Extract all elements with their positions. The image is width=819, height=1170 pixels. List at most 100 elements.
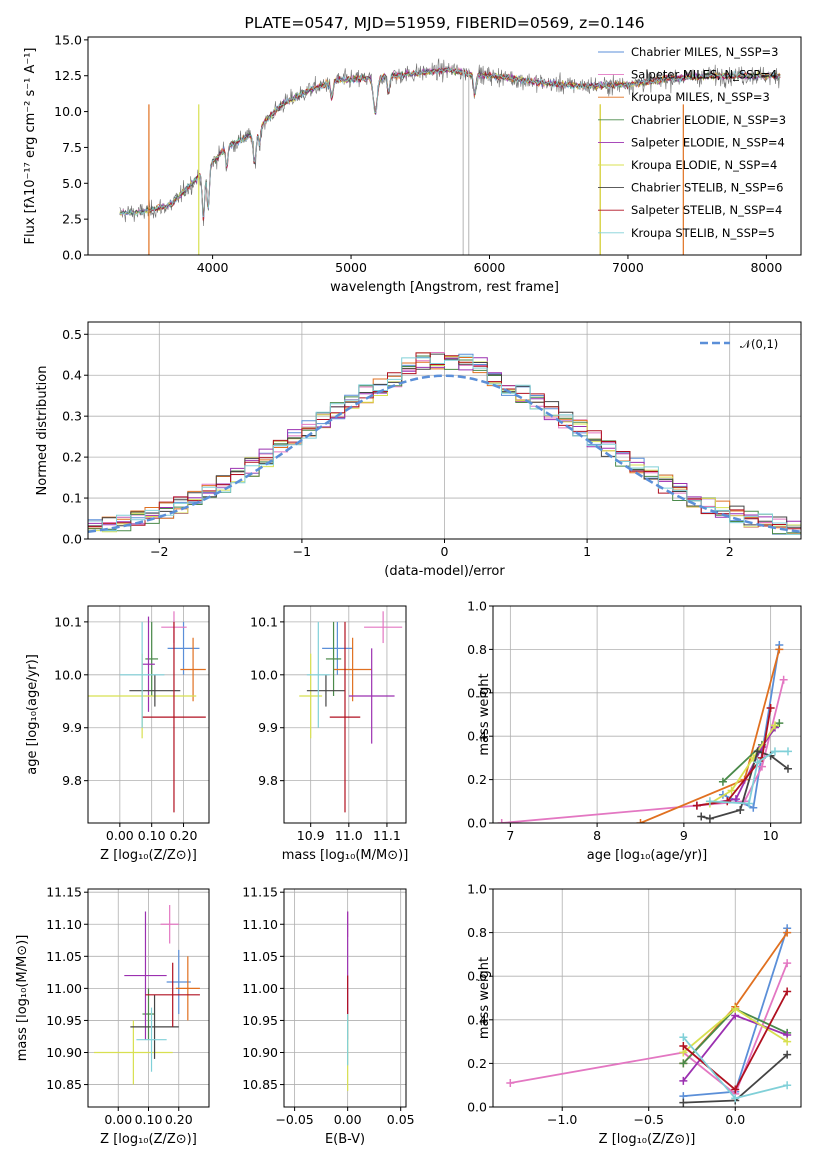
x-axis-label: Z [log₁₀(Z/Z⊙)] [599,1132,696,1147]
chart-massweight_vs_age: 7 8 9 10 0.0 0.2 0.4 0.6 0.8 1.0 age [log₁₀(age/yr… [467,599,802,863]
weight-marker-chabrier_stelib [736,805,745,814]
legend-entry-chabrier_miles: Chabrier MILES, N_SSP=3 [631,45,778,59]
y-tick-label: 0.5 [62,327,82,342]
weight-marker-chabrier_stelib [783,764,792,773]
x-tick-label: 7000 [612,260,644,275]
y-tick-label: 0.8 [467,642,487,657]
weight-marker-salpeter_miles [497,819,506,823]
x-axis-label: Z [log₁₀(Z/Z⊙)] [100,848,197,863]
y-tick-label: 0.6 [467,969,487,984]
plot-area-age_vs_Z [88,611,206,813]
x-tick-label: 6000 [474,260,506,275]
plot-area-massweight_vs_age [497,641,792,823]
x-tick-label: 0 [441,544,449,559]
axes-frame [492,888,802,1108]
y-tick-label: 0.0 [62,532,82,547]
plot-area-massweight_vs_Z [506,924,792,1107]
y-tick-label: 0.3 [62,409,82,424]
y-tick-label: 0.1 [62,491,82,506]
legend-entry-chabrier_stelib: Chabrier STELIB, N_SSP=6 [631,181,783,195]
y-tick-label: 11.10 [46,917,82,932]
x-axis-label: (data-model)/error [384,564,505,579]
x-tick-label: 0.10 [138,828,166,843]
x-tick-label: 0.20 [170,828,198,843]
y-tick-label: 10.1 [250,614,278,629]
y-tick-label: 7.5 [62,140,82,155]
y-tick-label: 0.6 [467,685,487,700]
x-tick-label: 10 [763,828,779,843]
chart-age_vs_Z: 0.00 0.10 0.20 9.8 9.9 10.0 10.1 Z [log₁₀(Z/Z⊙)… [25,605,210,863]
y-tick-label: 10.0 [54,667,82,682]
weight-marker-salpeter_stelib [731,1085,740,1094]
x-axis-label: Z [log₁₀(Z/Z⊙)] [100,1132,197,1147]
x-tick-label: −0.5 [634,1112,664,1127]
y-axis-label: mass weight [477,673,492,755]
axes-frame [87,605,210,824]
weight-marker-chabrier_stelib [783,1050,792,1059]
axes-frame [492,605,802,824]
x-tick-label: 7 [506,828,514,843]
x-tick-label: −1.0 [547,1112,577,1127]
x-tick-label: 11.0 [335,828,363,843]
y-axis-label: mass [log₁₀(M/M⊙)] [15,935,30,1062]
y-tick-label: 9.9 [258,720,278,735]
normal-curve [88,374,801,534]
y-tick-label: 0.4 [62,368,82,383]
y-tick-label: 10.90 [46,1045,82,1060]
plot-area-residual_hist [88,352,801,539]
weight-marker-salpeter_miles [506,1079,515,1088]
y-tick-label: 11.00 [242,981,278,996]
chart-spectrum: 4000 5000 6000 7000 8000 0.0 2.5 5.0 7.5 10.0 12.5… [23,14,802,295]
y-tick-label: 11.05 [242,949,278,964]
weight-marker-salpeter_miles [757,762,766,771]
plot-area-age_vs_mass [299,611,403,813]
chart-massweight_vs_Z: −1.0 −0.5 0.0 0.0 0.2 0.4 0.6 0.8 1.0 Z [log₁₀(Z/… [467,882,802,1147]
weight-marker-kroupa_elodie [783,1037,792,1046]
y-tick-label: 0.0 [467,1100,487,1115]
y-tick-label: 10.95 [242,1013,278,1028]
x-tick-label: 10.9 [297,828,325,843]
y-axis-label: Flux [fλ10⁻¹⁷ erg cm⁻² s⁻¹ A⁻¹] [23,48,38,245]
legend-entry-chabrier_elodie: Chabrier ELODIE, N_SSP=3 [631,113,786,127]
y-tick-label: 9.8 [258,773,278,788]
weight-marker-chabrier_stelib [753,747,762,756]
y-tick-label: 0.4 [467,729,487,744]
y-tick-label: 15.0 [54,32,82,47]
y-tick-label: 10.1 [54,614,82,629]
legend-entry-kroupa_elodie: Kroupa ELODIE, N_SSP=4 [631,158,777,172]
histogram-kroupa_stelib [88,355,801,539]
x-tick-label: 8 [593,828,601,843]
weight-line-salpeter_stelib [696,707,772,807]
y-tick-label: 1.0 [467,882,487,897]
weight-marker-kroupa_elodie [770,721,779,730]
y-tick-label: 0.2 [467,1056,487,1071]
plot-area-mass_vs_Z [94,905,200,1085]
y-tick-label: 10.85 [46,1077,82,1092]
legend-entry-normal: 𝒩(0,1) [740,337,778,351]
chart-residual_hist: −2 −1 0 1 2 0.0 0.1 0.2 0.3 0.4 0.5 (data-model)/er… [35,321,802,579]
y-tick-label: 10.90 [242,1045,278,1060]
y-tick-label: 0.4 [467,1012,487,1027]
y-tick-label: 0.0 [62,248,82,263]
x-axis-label: E(B-V) [325,1132,365,1147]
legend: 𝒩(0,1) [700,337,778,351]
y-tick-label: 5.0 [62,176,82,191]
x-tick-label: 0.0 [725,1112,745,1127]
chart-mass_vs_Z: 0.00 0.10 0.20 10.85 10.90 10.95 11.00 11.05 11.… [15,885,210,1147]
x-tick-label: −1 [293,544,311,559]
weight-marker-chabrier_miles [749,803,758,812]
weight-line-salpeter_miles [510,962,789,1096]
y-axis-label: mass weight [477,957,492,1039]
x-tick-label: 0.10 [135,1112,163,1127]
x-tick-label: 0.20 [165,1112,193,1127]
y-tick-label: 9.9 [62,720,82,735]
x-tick-label: 0.00 [334,1112,362,1127]
weight-marker-kroupa_stelib [744,799,753,808]
y-axis-label: Normed distribution [35,366,50,496]
weight-marker-salpeter_elodie [731,795,740,804]
axes-frame [283,888,407,1108]
weight-marker-salpeter_stelib [766,703,775,712]
legend-entry-salpeter_stelib: Salpeter STELIB, N_SSP=4 [631,203,782,217]
weight-marker-kroupa_stelib [783,1081,792,1090]
